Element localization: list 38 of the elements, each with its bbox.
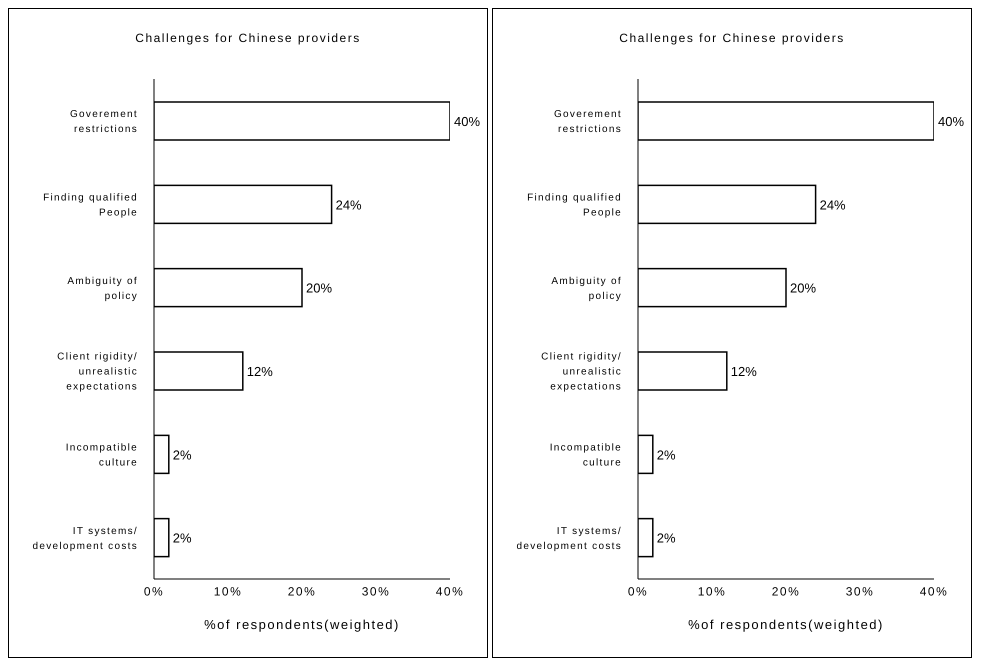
y-tick-label: Client rigidity/ unrealistic expectations (57, 352, 138, 393)
y-tick-label: Incompatible culture (550, 442, 622, 468)
y-tick-label: Ambiguity of policy (551, 276, 622, 302)
y-tick-label: Goverement restrictions (70, 109, 138, 136)
x-axis-title: %of respondents(weighted) (688, 617, 884, 632)
data-label: 40% (938, 114, 964, 129)
x-tick-label: 10% (698, 584, 726, 599)
x-tick-label: 30% (362, 584, 390, 599)
y-tick-label: Client rigidity/ unrealistic expectations (541, 352, 622, 393)
x-tick-label: 30% (846, 584, 874, 599)
x-tick-label: 10% (214, 584, 242, 599)
y-tick-label: Goverement restrictions (554, 109, 622, 136)
y-tick-label: Incompatible culture (66, 442, 138, 468)
y-tick-label: Ambiguity of policy (67, 276, 138, 302)
data-label: 40% (454, 114, 480, 129)
data-label: 2% (656, 530, 676, 546)
y-tick-label: Finding qualified People (43, 192, 138, 218)
data-label: 20% (790, 280, 816, 296)
y-tick-label: IT systems/ development costs (516, 526, 622, 552)
x-tick-label: 20% (772, 584, 800, 599)
data-label: 2% (172, 447, 192, 462)
data-label: 20% (306, 280, 332, 296)
chart-title: Challenges for Chinese providers (618, 31, 846, 45)
data-label: 24% (820, 197, 846, 212)
y-tick-label: Finding qualified People (527, 192, 622, 218)
data-label: 24% (336, 197, 362, 212)
chart-title: Challenges for Chinese providers (134, 31, 362, 45)
x-axis-title: %of respondents(weighted) (204, 617, 400, 632)
data-label: 2% (656, 447, 676, 462)
x-tick-label: 20% (288, 584, 316, 599)
x-tick-label: 40% (920, 584, 948, 599)
data-label: 2% (172, 530, 192, 546)
x-tick-label: 0% (628, 584, 648, 599)
data-label: 12% (730, 364, 758, 379)
data-label: 12% (246, 364, 274, 379)
x-tick-label: 40% (436, 584, 464, 599)
x-tick-label: 0% (144, 584, 164, 599)
y-tick-label: IT systems/ development costs (32, 526, 138, 552)
